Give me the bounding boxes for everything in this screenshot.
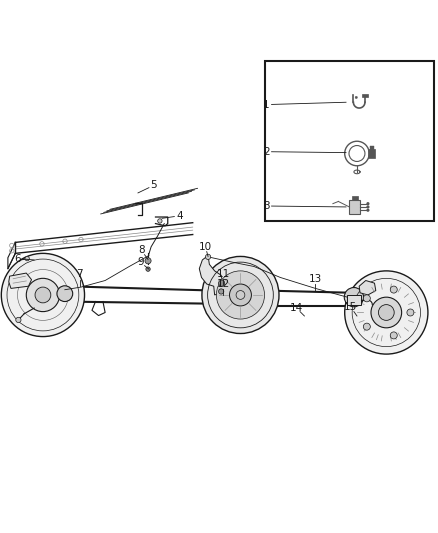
- Circle shape: [344, 287, 364, 307]
- Bar: [265, 61, 434, 221]
- Circle shape: [407, 309, 414, 316]
- Circle shape: [25, 256, 29, 261]
- Polygon shape: [199, 255, 223, 295]
- Circle shape: [219, 280, 225, 286]
- Text: 14: 14: [290, 303, 303, 313]
- Text: 12: 12: [217, 279, 230, 289]
- Circle shape: [202, 256, 279, 334]
- Circle shape: [35, 287, 51, 303]
- Circle shape: [1, 253, 85, 336]
- Bar: [352, 196, 357, 200]
- Circle shape: [364, 295, 371, 302]
- Circle shape: [367, 209, 369, 211]
- Text: 1: 1: [263, 100, 270, 110]
- Circle shape: [219, 289, 224, 294]
- Polygon shape: [9, 273, 32, 288]
- Text: 8: 8: [138, 245, 145, 255]
- Circle shape: [236, 290, 245, 300]
- Circle shape: [355, 96, 357, 99]
- Circle shape: [57, 286, 73, 302]
- Circle shape: [158, 219, 162, 223]
- Text: 6: 6: [14, 254, 21, 264]
- Text: 2: 2: [263, 147, 270, 157]
- Circle shape: [26, 278, 60, 312]
- Circle shape: [364, 323, 371, 330]
- Text: 4: 4: [176, 211, 183, 221]
- Circle shape: [216, 271, 265, 319]
- Circle shape: [390, 332, 397, 339]
- Polygon shape: [359, 280, 376, 295]
- Text: 7: 7: [76, 269, 83, 279]
- Text: 9: 9: [137, 257, 144, 268]
- Text: 10: 10: [199, 241, 212, 252]
- Bar: [368, 149, 375, 158]
- Bar: [371, 146, 374, 150]
- Circle shape: [345, 271, 428, 354]
- Circle shape: [16, 317, 21, 322]
- Circle shape: [367, 203, 369, 205]
- Circle shape: [367, 206, 369, 208]
- Bar: [362, 94, 368, 98]
- Bar: [350, 200, 360, 214]
- Text: 11: 11: [217, 269, 230, 279]
- Bar: [347, 295, 361, 305]
- Circle shape: [390, 286, 397, 293]
- Circle shape: [145, 258, 151, 264]
- Circle shape: [371, 297, 402, 328]
- Text: 3: 3: [263, 201, 270, 211]
- Text: 15: 15: [344, 302, 357, 312]
- Circle shape: [378, 304, 394, 320]
- Text: 5: 5: [150, 180, 157, 190]
- Circle shape: [146, 267, 150, 271]
- Circle shape: [205, 254, 211, 260]
- Circle shape: [230, 284, 251, 306]
- Text: 13: 13: [309, 274, 322, 284]
